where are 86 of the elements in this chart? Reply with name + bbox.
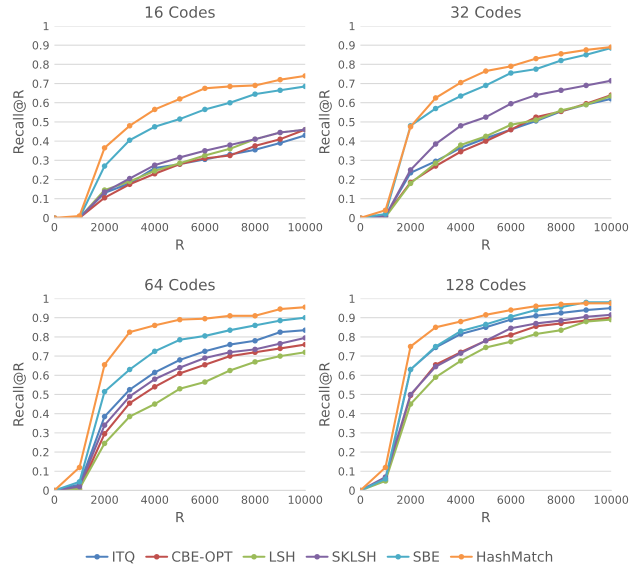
y-tick-label: 0.1 (338, 467, 355, 476)
y-tick-label: 1 (350, 294, 354, 303)
y-tick-label: 0.8 (32, 332, 49, 342)
x-tick-label: 0 (358, 496, 364, 504)
x-tick-label: 0 (52, 222, 58, 232)
legend-label: SKLSH (332, 551, 376, 562)
y-tick-label: 0.9 (338, 314, 355, 322)
legend-label: LSH (270, 551, 294, 562)
y-tick-label: 0.5 (32, 118, 49, 126)
y-tick-label: 0.2 (32, 448, 48, 456)
y-tick-label: 0.6 (338, 371, 355, 380)
y-tick-label: 0.7 (338, 80, 355, 88)
y-tick-label: 0.6 (32, 371, 49, 380)
x-tick-label: 2000 (397, 496, 424, 504)
y-tick-label: 0 (43, 214, 49, 222)
y-axis-title: Recall@R (318, 362, 332, 426)
y-tick-label: 0 (349, 486, 355, 495)
x-tick-label: 4000 (447, 222, 474, 232)
y-tick-label: 1 (44, 22, 49, 30)
y-tick-label: 0.8 (32, 60, 49, 69)
y-tick-label: 0.9 (32, 41, 49, 50)
x-tick-label: 2000 (397, 222, 424, 232)
x-axis-title: R (176, 240, 184, 250)
x-tick-label: 8000 (242, 496, 268, 504)
x-tick-label: 6000 (192, 496, 218, 504)
y-tick-label: 0.8 (338, 332, 355, 342)
y-tick-label: 0.9 (32, 314, 49, 322)
x-tick-label: 2000 (91, 222, 118, 232)
y-tick-label: 0.3 (338, 156, 355, 165)
y-tick-label: 0.2 (338, 448, 354, 456)
y-tick-label: 0.7 (32, 80, 49, 88)
x-tick-label: 4000 (447, 496, 474, 504)
x-tick-label: 10000 (288, 496, 322, 504)
x-tick-label: 0 (358, 222, 364, 232)
y-tick-label: 0.4 (338, 410, 355, 418)
y-tick-label: 0.5 (338, 118, 355, 126)
y-tick-label: 0.6 (338, 98, 355, 108)
x-tick-label: 10000 (288, 222, 322, 232)
x-tick-label: 6000 (498, 222, 524, 232)
y-tick-label: 0.3 (32, 156, 49, 165)
x-tick-label: 10000 (594, 496, 628, 504)
y-tick-label: 0.8 (338, 60, 355, 69)
y-axis-title: Recall@R (318, 90, 332, 154)
y-tick-label: 0.4 (32, 137, 49, 146)
x-tick-label: 6000 (498, 496, 524, 504)
x-tick-label: 0 (52, 496, 58, 504)
y-tick-label: 0.4 (32, 410, 49, 418)
legend-label: ITQ (113, 551, 134, 564)
y-tick-label: 0.7 (32, 352, 49, 360)
legend-label: CBE-OPT (172, 551, 233, 562)
y-tick-label: 1 (350, 22, 354, 30)
chart-title: 128 Codes (446, 278, 526, 290)
y-axis-title: Recall@R (12, 362, 26, 426)
y-tick-label: 0.1 (32, 194, 49, 204)
x-tick-label: 10000 (594, 222, 628, 232)
y-tick-label: 1 (44, 294, 49, 303)
y-tick-label: 0.6 (32, 98, 49, 108)
y-tick-label: 0 (349, 214, 355, 222)
legend-label: HashMatch (477, 551, 552, 562)
y-tick-label: 0.9 (338, 41, 355, 50)
x-axis-title: R (482, 512, 490, 522)
y-tick-label: 0.5 (32, 390, 49, 399)
y-tick-label: 0.1 (338, 194, 355, 204)
x-axis-title: R (176, 512, 184, 522)
chart-title: 16 Codes (146, 6, 215, 18)
y-tick-label: 0.2 (338, 175, 354, 184)
y-axis-title: Recall@R (12, 90, 26, 154)
x-tick-label: 8000 (548, 496, 574, 504)
y-tick-label: 0 (43, 486, 49, 495)
x-tick-label: 8000 (242, 222, 268, 232)
legend-label: SBE (414, 551, 439, 562)
x-tick-label: 6000 (192, 222, 218, 232)
y-tick-label: 0.3 (338, 428, 355, 438)
y-tick-label: 0.5 (338, 390, 355, 399)
y-tick-label: 0.4 (338, 137, 355, 146)
y-tick-label: 0.2 (32, 175, 48, 184)
chart-title: 64 Codes (145, 278, 215, 290)
y-tick-label: 0.7 (338, 352, 355, 360)
x-tick-label: 8000 (548, 222, 574, 232)
x-tick-label: 2000 (91, 496, 118, 504)
chart-title: 32 Codes (451, 6, 521, 18)
y-tick-label: 0.1 (32, 467, 49, 476)
x-axis-title: R (482, 240, 490, 250)
x-tick-label: 4000 (141, 222, 168, 232)
x-tick-label: 4000 (141, 496, 168, 504)
y-tick-label: 0.3 (32, 428, 49, 438)
